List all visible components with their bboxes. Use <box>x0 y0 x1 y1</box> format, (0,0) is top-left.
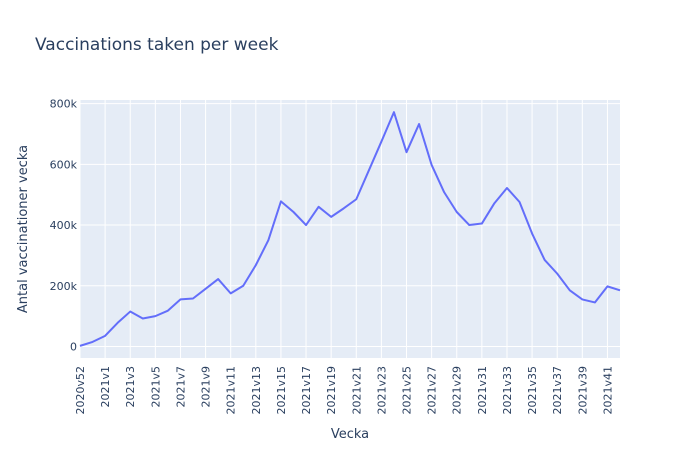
y-tick-label: 0 <box>70 340 77 353</box>
y-axis-title: Antal vaccinationer vecka <box>16 145 31 313</box>
x-tick-label: 2021v33 <box>501 366 514 415</box>
x-tick-label: 2021v23 <box>375 366 388 415</box>
x-axis-ticks: 2020v52 2021v1 2021v3 2021v5 2021v7 2021v9 202… <box>74 366 614 415</box>
x-tick-label: 2021v3 <box>124 366 137 408</box>
x-tick-label: 2021v37 <box>551 366 564 415</box>
y-tick-label: 600k <box>50 158 78 171</box>
x-tick-label: 2021v19 <box>325 366 338 415</box>
y-gridlines <box>80 103 620 347</box>
y-tick-label: 200k <box>50 280 78 293</box>
series-layer <box>79 111 621 347</box>
x-tick-label: 2021v1 <box>99 366 112 408</box>
x-tick-label: 2021v9 <box>200 366 213 408</box>
x-tick-label: 2021v15 <box>275 366 288 415</box>
x-tick-label: 2021v31 <box>476 366 489 415</box>
x-tick-label: 2021v5 <box>149 366 162 408</box>
x-tick-label: 2021v39 <box>576 366 589 415</box>
x-tick-label: 2021v17 <box>300 366 313 415</box>
y-axis-ticks: 0 200k 400k 600k 800k <box>50 98 78 354</box>
x-tick-label: 2021v21 <box>350 366 363 415</box>
y-tick-label: 400k <box>50 219 78 232</box>
x-gridlines <box>79 100 608 358</box>
x-tick-label: 2021v25 <box>401 366 414 415</box>
x-tick-label: 2021v29 <box>451 366 464 415</box>
x-tick-label: 2020v52 <box>74 366 87 415</box>
plot-area <box>80 100 620 358</box>
x-tick-label: 2021v11 <box>225 366 238 415</box>
x-tick-label: 2021v35 <box>526 366 539 415</box>
x-tick-label: 2021v41 <box>601 366 614 415</box>
series-line <box>79 111 621 347</box>
chart-title: Vaccinations taken per week <box>35 35 279 55</box>
x-tick-label: 2021v13 <box>250 366 263 415</box>
x-tick-label: 2021v27 <box>426 366 439 415</box>
y-tick-label: 800k <box>50 98 78 111</box>
x-axis-title: Vecka <box>331 427 369 442</box>
x-tick-label: 2021v7 <box>174 366 187 408</box>
